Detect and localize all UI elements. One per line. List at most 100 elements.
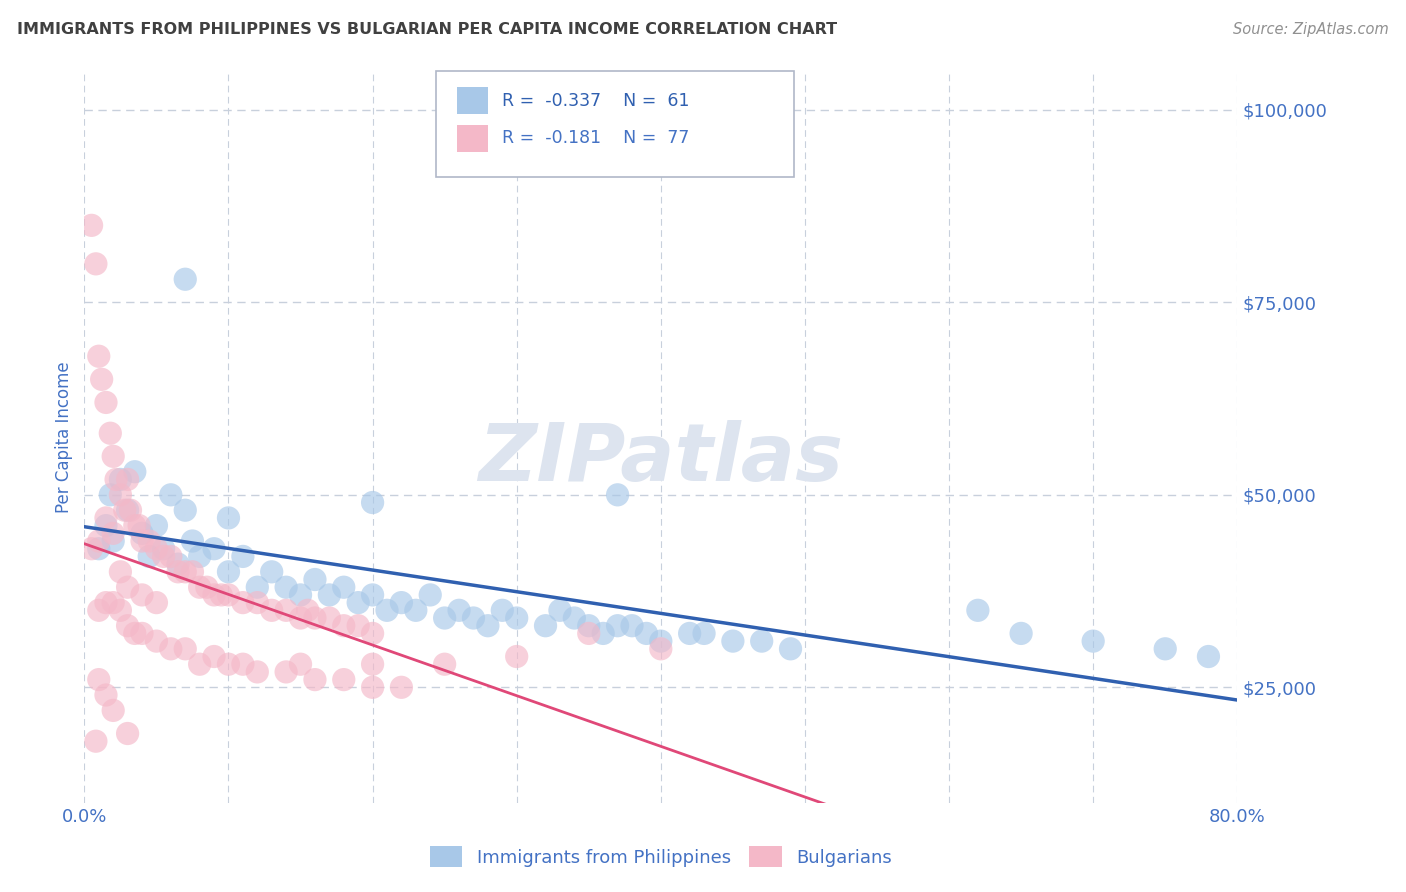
Point bbox=[636, 626, 658, 640]
Text: R =  -0.181    N =  77: R = -0.181 N = 77 bbox=[502, 129, 689, 147]
Point bbox=[160, 641, 183, 656]
Point bbox=[606, 488, 628, 502]
Point bbox=[506, 649, 529, 664]
Text: Source: ZipAtlas.com: Source: ZipAtlas.com bbox=[1233, 22, 1389, 37]
Point bbox=[87, 534, 110, 549]
Point bbox=[120, 503, 142, 517]
Point bbox=[124, 465, 146, 479]
Point bbox=[246, 596, 269, 610]
Point bbox=[84, 734, 107, 748]
Point bbox=[419, 588, 441, 602]
Point bbox=[347, 596, 370, 610]
Point bbox=[276, 665, 298, 679]
Point bbox=[375, 603, 398, 617]
Point bbox=[679, 626, 702, 640]
Point bbox=[80, 219, 103, 233]
Point bbox=[103, 703, 124, 717]
Point bbox=[304, 673, 326, 687]
Point bbox=[290, 657, 312, 672]
Point bbox=[232, 657, 254, 672]
Point bbox=[117, 726, 139, 740]
Point bbox=[391, 681, 413, 695]
Point bbox=[218, 657, 240, 672]
Point bbox=[463, 611, 485, 625]
Point bbox=[650, 634, 672, 648]
Point bbox=[167, 557, 190, 571]
Point bbox=[138, 549, 160, 564]
Point bbox=[721, 634, 744, 648]
Point bbox=[779, 641, 801, 656]
Point bbox=[477, 618, 499, 632]
Point bbox=[90, 372, 112, 386]
Point bbox=[131, 588, 153, 602]
Point bbox=[297, 603, 319, 617]
Point bbox=[361, 657, 384, 672]
Point bbox=[967, 603, 990, 617]
Point bbox=[188, 549, 211, 564]
Point bbox=[117, 580, 139, 594]
Point bbox=[195, 580, 218, 594]
Point bbox=[87, 673, 110, 687]
Point bbox=[174, 503, 197, 517]
Point bbox=[304, 573, 326, 587]
Point bbox=[218, 588, 240, 602]
Point bbox=[209, 588, 232, 602]
Point bbox=[361, 626, 384, 640]
Point bbox=[181, 565, 204, 579]
Point bbox=[152, 541, 174, 556]
Point bbox=[218, 511, 240, 525]
Point bbox=[433, 611, 456, 625]
Point bbox=[564, 611, 586, 625]
Point bbox=[405, 603, 427, 617]
Point bbox=[94, 596, 117, 610]
Point bbox=[188, 580, 211, 594]
Point bbox=[1154, 641, 1177, 656]
Point bbox=[318, 588, 340, 602]
Point bbox=[260, 565, 283, 579]
Point bbox=[449, 603, 471, 617]
Point bbox=[333, 580, 356, 594]
Point bbox=[1083, 634, 1105, 648]
Point bbox=[181, 534, 204, 549]
Point bbox=[548, 603, 571, 617]
Point bbox=[145, 541, 167, 556]
Point bbox=[145, 634, 167, 648]
Point bbox=[103, 526, 124, 541]
Point bbox=[276, 580, 298, 594]
Text: R =  -0.337    N =  61: R = -0.337 N = 61 bbox=[502, 92, 689, 110]
Point bbox=[202, 588, 225, 602]
Point bbox=[131, 626, 153, 640]
Point bbox=[105, 472, 128, 486]
Point bbox=[318, 611, 340, 625]
Point bbox=[621, 618, 644, 632]
Point bbox=[433, 657, 456, 672]
Point bbox=[110, 603, 132, 617]
Point bbox=[290, 611, 312, 625]
Point bbox=[347, 618, 370, 632]
Point bbox=[110, 472, 132, 486]
Point bbox=[578, 626, 600, 640]
Point bbox=[117, 472, 139, 486]
Point bbox=[491, 603, 513, 617]
Point bbox=[117, 503, 139, 517]
Point bbox=[693, 626, 716, 640]
Point bbox=[246, 665, 269, 679]
Point bbox=[124, 626, 146, 640]
Point bbox=[110, 565, 132, 579]
Point bbox=[218, 565, 240, 579]
Point bbox=[333, 618, 356, 632]
Point bbox=[1010, 626, 1032, 640]
Text: IMMIGRANTS FROM PHILIPPINES VS BULGARIAN PER CAPITA INCOME CORRELATION CHART: IMMIGRANTS FROM PHILIPPINES VS BULGARIAN… bbox=[17, 22, 837, 37]
Point bbox=[128, 518, 150, 533]
Point bbox=[578, 618, 600, 632]
Point bbox=[117, 618, 139, 632]
Point bbox=[124, 518, 146, 533]
Point bbox=[167, 565, 190, 579]
Point bbox=[361, 681, 384, 695]
Point bbox=[260, 603, 283, 617]
Point bbox=[98, 426, 121, 441]
Point bbox=[131, 534, 153, 549]
Point bbox=[246, 580, 269, 594]
Point bbox=[94, 688, 117, 702]
Point bbox=[114, 503, 136, 517]
